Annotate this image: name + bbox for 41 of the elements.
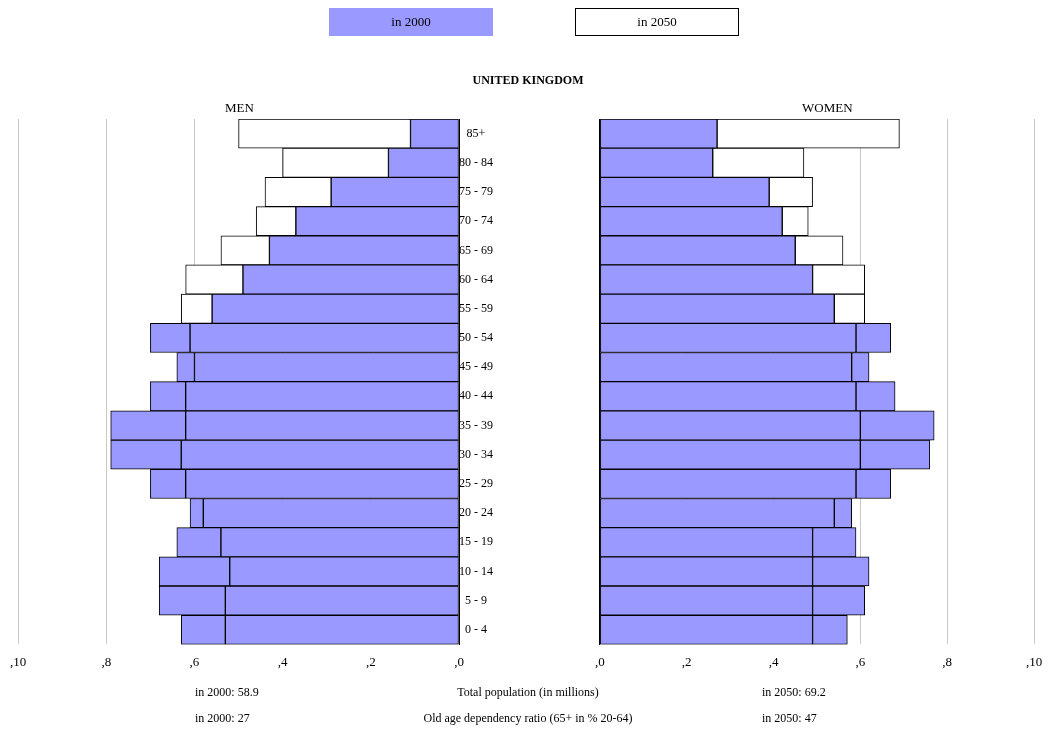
x-tick-label: ,4 xyxy=(768,653,779,669)
text: in 2050 xyxy=(575,8,739,36)
y-tick-label: 35 - 39 xyxy=(459,417,493,432)
x-tick-label: ,8 xyxy=(942,653,953,669)
x-tick-label: ,10 xyxy=(1025,653,1043,669)
x-tick-label: ,6 xyxy=(855,653,866,669)
chart-subtitle: WOMEN xyxy=(802,100,853,116)
x-tick-label: ,10 xyxy=(10,653,27,669)
text: Total population (in millions) xyxy=(456,685,600,700)
y-tick-label: 25 - 29 xyxy=(459,476,493,491)
x-tick-label: ,2 xyxy=(681,653,692,669)
x-tick-label: ,2 xyxy=(365,653,376,669)
y-tick-label: 60 - 64 xyxy=(459,271,493,286)
text: in 2000: 58.9 xyxy=(195,685,259,700)
y-tick-label: 0 - 4 xyxy=(465,621,487,636)
y-tick-label: 10 - 14 xyxy=(459,563,493,578)
text: in 2000 xyxy=(329,8,493,36)
y-tick-label: 50 - 54 xyxy=(459,330,493,345)
y-tick-label: 15 - 19 xyxy=(459,534,493,549)
y-tick-label: 5 - 9 xyxy=(465,592,487,607)
y-tick-label: 55 - 59 xyxy=(459,300,493,315)
text: in 2050: 69.2 xyxy=(762,685,826,700)
text: in 2000: 27 xyxy=(195,711,250,726)
text: UNITED KINGDOM xyxy=(471,73,585,88)
x-tick-label: ,0 xyxy=(454,653,464,669)
y-tick-label: 40 - 44 xyxy=(459,388,493,403)
x-tick-label: ,8 xyxy=(101,653,112,669)
y-tick-label: 75 - 79 xyxy=(459,184,493,199)
x-tick-label: ,0 xyxy=(595,653,605,669)
y-tick-label: 85+ xyxy=(466,125,486,140)
text: Old age dependency ratio (65+ in % 20-64) xyxy=(422,711,634,726)
chart-subtitle: MEN xyxy=(225,100,254,116)
y-tick-label: 45 - 49 xyxy=(459,359,493,374)
y-tick-label: 30 - 34 xyxy=(459,446,493,461)
y-tick-label: 65 - 69 xyxy=(459,242,493,257)
x-tick-label: ,6 xyxy=(189,653,200,669)
text: in 2050: 47 xyxy=(762,711,817,726)
y-tick-label: 80 - 84 xyxy=(459,154,493,169)
x-tick-label: ,4 xyxy=(277,653,289,669)
y-tick-label: 70 - 74 xyxy=(459,213,493,228)
y-tick-label: 20 - 24 xyxy=(459,505,493,520)
